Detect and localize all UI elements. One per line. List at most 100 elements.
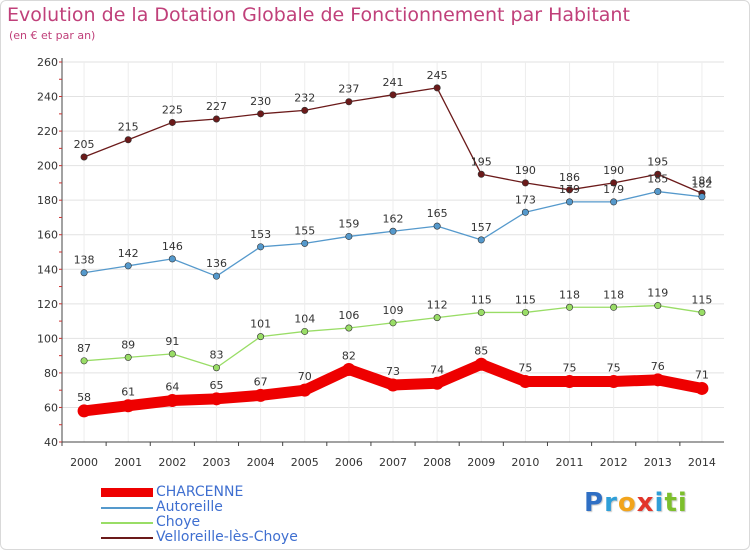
data-label: 75 <box>518 362 532 375</box>
y-tick-label: 220 <box>37 125 58 138</box>
data-point <box>430 376 444 390</box>
data-point <box>212 115 220 123</box>
data-label: 190 <box>603 164 624 177</box>
data-label: 215 <box>118 121 139 134</box>
data-point <box>610 179 618 187</box>
logo-letter: t <box>664 488 678 518</box>
data-point <box>124 262 132 270</box>
data-point <box>654 188 662 196</box>
data-label: 75 <box>607 362 621 375</box>
data-label: 138 <box>74 254 95 267</box>
logo-letter: x <box>636 488 655 518</box>
data-point <box>257 333 265 341</box>
data-point <box>477 236 485 244</box>
data-point <box>477 170 485 178</box>
x-tick-label: 2010 <box>511 456 539 469</box>
data-label: 112 <box>427 299 448 312</box>
logo-letter: r <box>604 488 618 518</box>
data-label: 82 <box>342 349 356 362</box>
data-point <box>80 269 88 277</box>
legend-swatch <box>101 521 153 524</box>
logo-letter: P <box>584 488 605 518</box>
data-point <box>654 302 662 310</box>
data-label: 205 <box>74 138 95 151</box>
data-point <box>345 232 353 240</box>
legend-item: Velloreille-lès-Choye <box>101 530 298 545</box>
data-point <box>474 357 488 371</box>
data-label: 237 <box>338 83 359 96</box>
data-label: 109 <box>383 304 404 317</box>
data-label: 119 <box>647 287 668 300</box>
data-label: 165 <box>427 207 448 220</box>
data-point <box>695 381 709 395</box>
data-point <box>698 193 706 201</box>
chart-subtitle: (en € et par an) <box>9 29 96 42</box>
data-point <box>521 179 529 187</box>
data-label: 58 <box>77 391 91 404</box>
data-label: 195 <box>471 155 492 168</box>
data-point <box>563 375 577 389</box>
data-point <box>342 362 356 376</box>
data-label: 104 <box>294 312 315 325</box>
data-point <box>124 136 132 144</box>
data-label: 67 <box>254 375 268 388</box>
data-label: 136 <box>206 257 227 270</box>
data-label: 75 <box>563 362 577 375</box>
data-point <box>254 388 268 402</box>
data-point <box>345 98 353 106</box>
data-point <box>566 198 574 206</box>
data-label: 65 <box>209 379 223 392</box>
data-label: 115 <box>471 293 492 306</box>
data-label: 91 <box>165 335 179 348</box>
data-point <box>121 399 135 413</box>
data-point <box>389 91 397 99</box>
data-label: 76 <box>651 360 665 373</box>
data-label: 230 <box>250 95 271 108</box>
data-point <box>518 375 532 389</box>
data-label: 241 <box>383 76 404 89</box>
data-point <box>212 272 220 280</box>
data-point <box>301 106 309 114</box>
x-tick-label: 2006 <box>335 456 363 469</box>
data-label: 185 <box>647 173 668 186</box>
x-tick-label: 2002 <box>158 456 186 469</box>
data-point <box>345 324 353 332</box>
data-label: 225 <box>162 103 183 116</box>
legend-label: CHARCENNE <box>156 484 244 500</box>
data-point <box>566 303 574 311</box>
legend-swatch <box>101 506 153 509</box>
data-label: 190 <box>515 164 536 177</box>
x-tick-label: 2003 <box>202 456 230 469</box>
legend-item: Autoreille <box>101 500 298 515</box>
data-point <box>610 198 618 206</box>
data-label: 232 <box>294 91 315 104</box>
data-label: 179 <box>603 183 624 196</box>
data-label: 118 <box>603 288 624 301</box>
data-label: 115 <box>691 293 712 306</box>
data-point <box>433 84 441 92</box>
data-label: 71 <box>695 368 709 381</box>
data-label: 182 <box>691 178 712 191</box>
data-point <box>654 170 662 178</box>
x-tick-label: 2011 <box>556 456 584 469</box>
data-label: 87 <box>77 342 91 355</box>
data-point <box>389 319 397 327</box>
x-tick-label: 2005 <box>291 456 319 469</box>
data-label: 101 <box>250 318 271 331</box>
data-label: 245 <box>427 69 448 82</box>
y-tick-label: 240 <box>37 91 58 104</box>
y-tick-label: 160 <box>37 229 58 242</box>
legend-label: Velloreille-lès-Choye <box>156 529 298 545</box>
data-label: 146 <box>162 240 183 253</box>
series-layer <box>77 84 709 418</box>
data-label: 184 <box>691 174 712 187</box>
x-tick-label: 2000 <box>70 456 98 469</box>
data-point <box>698 308 706 316</box>
logo-letter: i <box>677 488 688 518</box>
data-point <box>566 186 574 194</box>
data-label: 153 <box>250 228 271 241</box>
data-point <box>433 314 441 322</box>
data-label: 227 <box>206 100 227 113</box>
